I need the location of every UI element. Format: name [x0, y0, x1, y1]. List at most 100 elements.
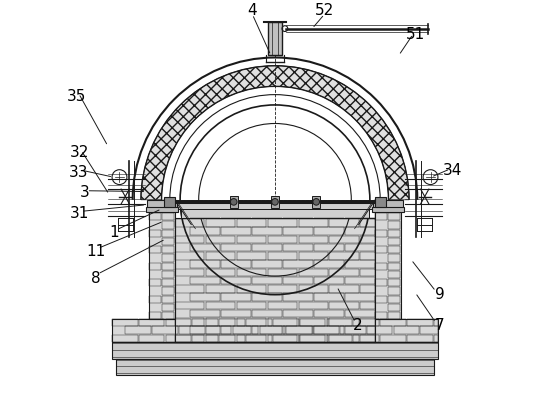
- Bar: [190, 277, 220, 284]
- Bar: [112, 320, 438, 342]
- Bar: [175, 318, 205, 326]
- Bar: [162, 304, 174, 311]
- Bar: [252, 293, 282, 301]
- Bar: [149, 263, 161, 270]
- Bar: [267, 334, 298, 342]
- Bar: [299, 334, 328, 342]
- Bar: [236, 269, 266, 276]
- Bar: [360, 219, 375, 227]
- Bar: [345, 310, 375, 317]
- Bar: [162, 287, 174, 295]
- Bar: [164, 197, 175, 207]
- Bar: [190, 310, 220, 317]
- Bar: [388, 200, 400, 204]
- Bar: [354, 320, 379, 326]
- Bar: [267, 219, 298, 227]
- Bar: [375, 295, 387, 303]
- Bar: [340, 327, 366, 334]
- Bar: [300, 320, 326, 326]
- Bar: [373, 200, 403, 208]
- Bar: [388, 295, 400, 303]
- Bar: [380, 320, 406, 326]
- Bar: [375, 312, 387, 320]
- Bar: [329, 269, 359, 276]
- Bar: [327, 334, 352, 342]
- Bar: [329, 302, 359, 309]
- Bar: [375, 229, 387, 237]
- Bar: [152, 327, 178, 334]
- Bar: [388, 246, 400, 254]
- Bar: [345, 261, 375, 268]
- Bar: [146, 207, 178, 212]
- Bar: [166, 320, 191, 326]
- Bar: [273, 334, 299, 342]
- Bar: [394, 327, 419, 334]
- Bar: [149, 200, 161, 204]
- Bar: [125, 327, 151, 334]
- Bar: [139, 320, 164, 326]
- Bar: [360, 318, 375, 326]
- Bar: [221, 244, 251, 251]
- Text: 2: 2: [353, 318, 362, 333]
- Bar: [162, 221, 174, 229]
- Bar: [299, 285, 328, 293]
- Bar: [360, 252, 375, 260]
- Bar: [299, 236, 328, 243]
- Bar: [175, 269, 205, 276]
- Bar: [190, 327, 220, 334]
- Bar: [314, 261, 344, 268]
- Bar: [313, 327, 339, 334]
- Bar: [233, 327, 258, 334]
- Bar: [388, 254, 400, 262]
- Bar: [116, 359, 434, 375]
- Bar: [190, 244, 220, 251]
- Bar: [175, 219, 205, 227]
- Bar: [246, 334, 272, 342]
- Bar: [181, 209, 369, 218]
- Bar: [283, 227, 313, 235]
- Bar: [236, 285, 266, 293]
- Bar: [149, 312, 161, 320]
- Bar: [299, 302, 328, 309]
- Text: 4: 4: [248, 2, 257, 17]
- Text: 32: 32: [69, 145, 89, 160]
- Bar: [360, 334, 375, 342]
- Bar: [388, 279, 400, 286]
- Bar: [206, 285, 235, 293]
- Bar: [299, 252, 328, 260]
- Bar: [246, 320, 272, 326]
- Bar: [283, 327, 313, 334]
- Bar: [388, 221, 400, 229]
- Bar: [329, 219, 359, 227]
- Bar: [267, 285, 298, 293]
- Bar: [175, 218, 375, 342]
- Bar: [360, 285, 375, 293]
- Bar: [221, 277, 251, 284]
- Bar: [329, 318, 359, 326]
- Bar: [139, 334, 164, 342]
- Bar: [162, 295, 174, 303]
- Bar: [229, 196, 238, 208]
- Bar: [236, 236, 266, 243]
- Bar: [375, 197, 386, 207]
- Bar: [112, 334, 138, 342]
- Bar: [314, 310, 344, 317]
- Bar: [388, 304, 400, 311]
- Bar: [375, 263, 387, 270]
- Bar: [149, 213, 161, 220]
- Bar: [345, 327, 375, 334]
- Bar: [175, 200, 375, 209]
- Bar: [236, 334, 266, 342]
- Bar: [314, 244, 344, 251]
- Bar: [192, 334, 218, 342]
- Bar: [345, 227, 375, 235]
- Bar: [407, 320, 433, 326]
- Bar: [236, 219, 266, 227]
- Text: 51: 51: [406, 27, 425, 42]
- Bar: [299, 318, 328, 326]
- Bar: [175, 252, 205, 260]
- Bar: [299, 269, 328, 276]
- Bar: [314, 327, 344, 334]
- Bar: [267, 252, 298, 260]
- Bar: [219, 334, 245, 342]
